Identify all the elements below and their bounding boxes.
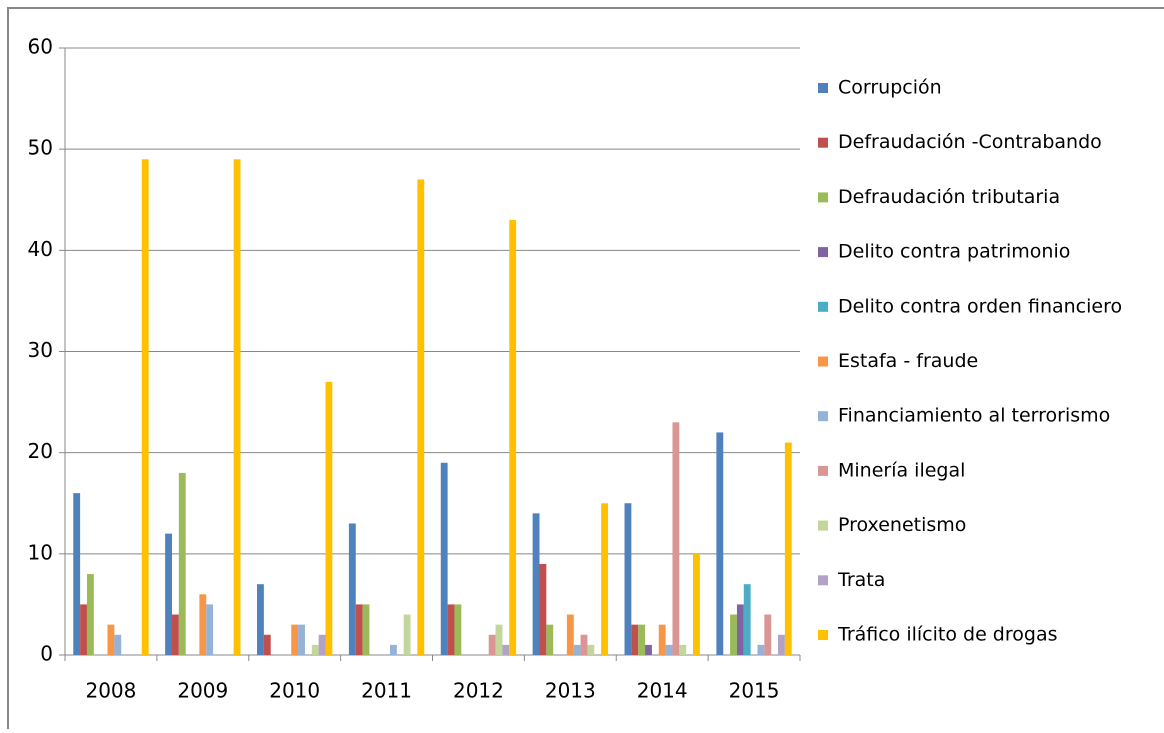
bar bbox=[417, 179, 425, 655]
bar bbox=[178, 472, 186, 655]
bar bbox=[645, 644, 652, 655]
bar bbox=[672, 422, 680, 655]
bar bbox=[539, 563, 547, 655]
legend-swatch bbox=[818, 520, 828, 531]
bar bbox=[171, 614, 179, 655]
bar bbox=[532, 513, 540, 655]
bar bbox=[355, 604, 363, 655]
legend-label: Trata bbox=[837, 569, 885, 591]
legend-label: Defraudación -Contrabando bbox=[838, 131, 1102, 153]
bar bbox=[206, 604, 214, 655]
bar bbox=[199, 594, 207, 655]
legend-swatch bbox=[818, 192, 828, 203]
bar bbox=[679, 644, 687, 655]
bar bbox=[165, 533, 172, 655]
y-tick-label: 50 bbox=[28, 136, 53, 160]
bar bbox=[573, 644, 581, 655]
bar bbox=[263, 634, 271, 655]
bar bbox=[141, 159, 149, 656]
legend-label: Delito contra orden financiero bbox=[838, 295, 1122, 317]
bar bbox=[743, 584, 751, 655]
bar bbox=[495, 624, 503, 655]
legend-label: Financiamiento al terrorismo bbox=[838, 405, 1110, 427]
legend-label: Proxenetismo bbox=[838, 514, 966, 536]
legend-swatch bbox=[818, 575, 828, 586]
legend-swatch bbox=[818, 247, 828, 258]
legend-swatch bbox=[818, 356, 828, 367]
bar bbox=[665, 644, 673, 655]
legend-swatch bbox=[818, 83, 828, 93]
bar bbox=[587, 644, 595, 655]
bar bbox=[362, 604, 370, 655]
legend-label: Defraudación tributaria bbox=[838, 186, 1060, 208]
bar bbox=[107, 624, 115, 655]
x-tick-label: 2011 bbox=[361, 679, 412, 703]
y-tick-label: 20 bbox=[28, 439, 53, 463]
y-tick-label: 0 bbox=[40, 642, 53, 666]
y-tick-label: 30 bbox=[28, 338, 53, 362]
bar bbox=[311, 644, 319, 655]
legend-swatch bbox=[818, 301, 828, 312]
x-tick-label: 2009 bbox=[177, 679, 228, 703]
bar bbox=[730, 614, 737, 655]
bar bbox=[257, 584, 264, 655]
x-tick-label: 2010 bbox=[269, 679, 320, 703]
x-tick-label: 2012 bbox=[453, 679, 504, 703]
bar bbox=[348, 523, 356, 655]
bar bbox=[784, 442, 792, 655]
legend-label: Delito contra patrimonio bbox=[838, 241, 1070, 263]
bar bbox=[114, 634, 122, 655]
bar bbox=[764, 614, 772, 655]
legend-swatch bbox=[818, 137, 828, 148]
bar bbox=[502, 644, 510, 655]
bar bbox=[631, 624, 639, 655]
bar bbox=[488, 634, 496, 655]
bar bbox=[658, 624, 666, 655]
bar bbox=[454, 604, 462, 655]
bar bbox=[86, 574, 94, 655]
bar bbox=[440, 462, 448, 655]
y-tick-label: 60 bbox=[28, 35, 53, 59]
bar bbox=[778, 634, 785, 655]
bar bbox=[693, 553, 700, 655]
bar bbox=[389, 644, 397, 655]
legend-swatch bbox=[818, 411, 828, 422]
legend-swatch bbox=[818, 465, 828, 476]
x-tick-label: 2014 bbox=[637, 679, 688, 703]
legend-label: Estafa - fraude bbox=[838, 350, 978, 372]
bar bbox=[291, 624, 299, 655]
bar bbox=[546, 624, 554, 655]
bar bbox=[624, 503, 632, 655]
bar bbox=[80, 604, 87, 655]
x-tick-label: 2015 bbox=[729, 679, 780, 703]
y-tick-label: 10 bbox=[28, 540, 53, 564]
x-tick-label: 2013 bbox=[545, 679, 596, 703]
bar bbox=[736, 604, 744, 655]
legend-label: Corrupción bbox=[838, 77, 942, 99]
x-tick-label: 2008 bbox=[85, 679, 136, 703]
y-tick-label: 40 bbox=[28, 237, 53, 261]
bar bbox=[601, 503, 608, 655]
bar bbox=[298, 624, 305, 655]
legend-swatch bbox=[818, 630, 828, 640]
bar bbox=[757, 644, 765, 655]
bar bbox=[403, 614, 411, 655]
bar bbox=[566, 614, 574, 655]
bar bbox=[509, 219, 517, 655]
bar bbox=[580, 634, 588, 655]
bar bbox=[325, 381, 333, 655]
legend-label: Tráfico ilícito de drogas bbox=[837, 624, 1058, 646]
bar bbox=[447, 604, 455, 655]
legend-label: Minería ilegal bbox=[838, 459, 965, 481]
bar bbox=[73, 493, 81, 655]
bar bbox=[318, 634, 326, 655]
bar bbox=[233, 159, 241, 656]
bar bbox=[638, 624, 646, 655]
bar bbox=[716, 432, 724, 655]
